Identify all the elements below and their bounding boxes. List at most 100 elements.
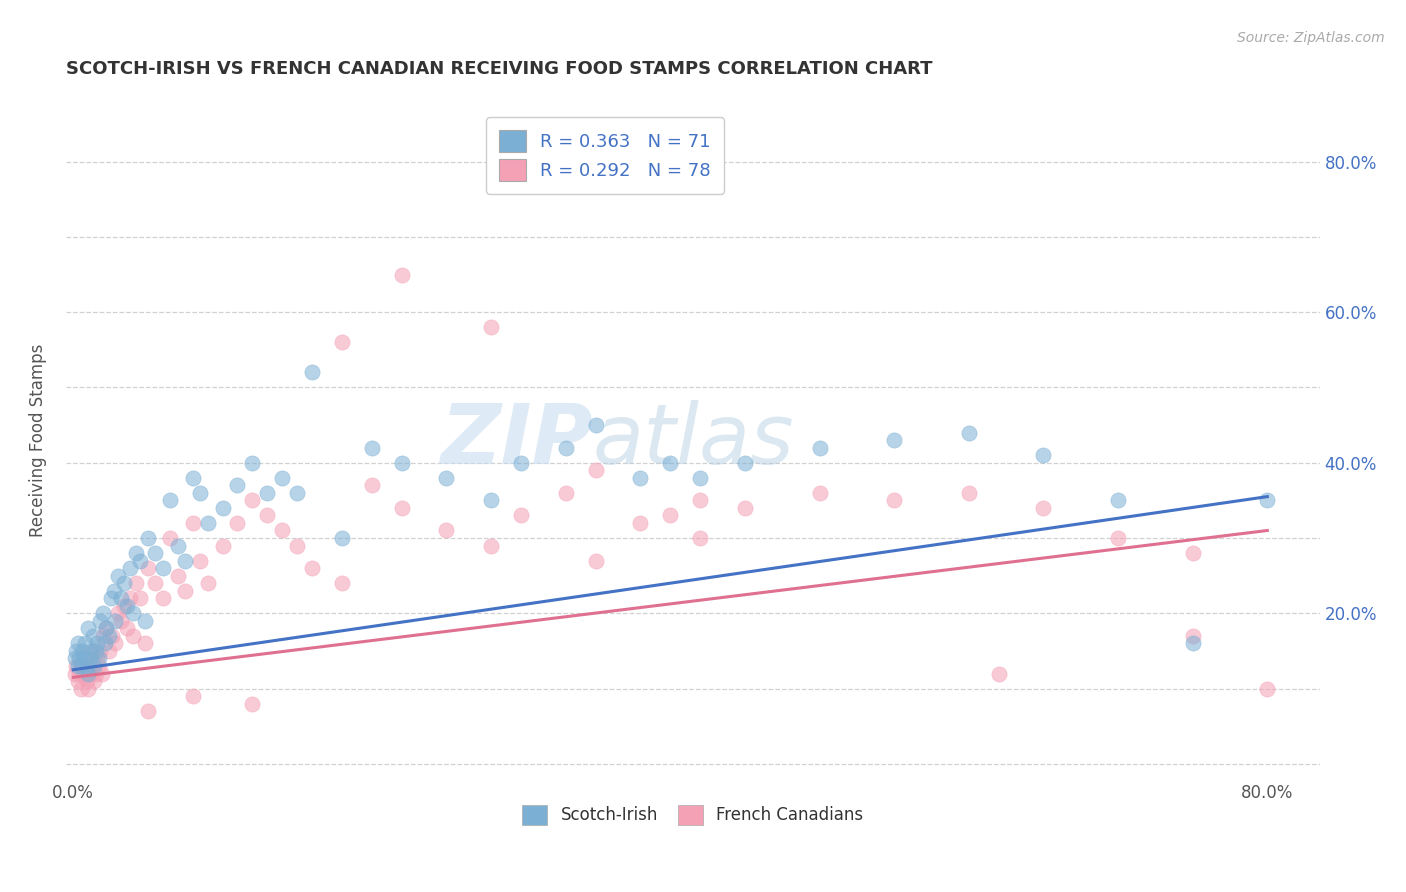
Point: [630, 471, 652, 485]
Point: [1107, 531, 1129, 545]
Point: [77, 621, 100, 635]
Point: [103, 583, 125, 598]
Point: [166, 568, 188, 582]
Point: [1181, 636, 1204, 650]
Point: [77, 666, 100, 681]
Y-axis label: Receiving Food Stamps: Receiving Food Stamps: [30, 343, 46, 537]
Point: [1181, 629, 1204, 643]
Point: [188, 486, 211, 500]
Point: [98, 644, 121, 658]
Text: atlas: atlas: [592, 400, 794, 481]
Point: [134, 636, 156, 650]
Point: [1107, 493, 1129, 508]
Point: [83, 674, 105, 689]
Point: [689, 531, 711, 545]
Point: [107, 607, 129, 621]
Point: [104, 636, 127, 650]
Point: [689, 471, 711, 485]
Point: [79, 651, 101, 665]
Point: [585, 418, 607, 433]
Point: [80, 644, 103, 658]
Point: [112, 576, 135, 591]
Point: [152, 591, 174, 606]
Point: [271, 471, 294, 485]
Point: [118, 591, 141, 606]
Point: [94, 621, 117, 635]
Point: [136, 531, 159, 545]
Point: [285, 486, 308, 500]
Point: [136, 704, 159, 718]
Point: [242, 456, 264, 470]
Point: [987, 666, 1010, 681]
Point: [188, 553, 211, 567]
Point: [957, 425, 980, 440]
Point: [256, 486, 278, 500]
Point: [70, 644, 93, 658]
Point: [554, 441, 576, 455]
Point: [585, 463, 607, 477]
Text: ZIP: ZIP: [440, 400, 592, 481]
Point: [65, 659, 87, 673]
Point: [808, 441, 831, 455]
Point: [197, 576, 219, 591]
Point: [69, 681, 91, 696]
Point: [67, 666, 90, 681]
Point: [1181, 546, 1204, 560]
Point: [84, 666, 107, 681]
Point: [77, 681, 100, 696]
Point: [63, 666, 86, 681]
Point: [122, 607, 145, 621]
Point: [510, 456, 533, 470]
Point: [301, 561, 323, 575]
Point: [134, 614, 156, 628]
Point: [89, 644, 111, 658]
Point: [87, 651, 110, 665]
Point: [115, 621, 138, 635]
Point: [63, 651, 86, 665]
Point: [129, 553, 152, 567]
Point: [125, 546, 148, 560]
Point: [91, 607, 114, 621]
Point: [66, 636, 89, 650]
Point: [87, 659, 110, 673]
Point: [79, 659, 101, 673]
Point: [84, 644, 107, 658]
Point: [659, 508, 682, 523]
Point: [159, 531, 181, 545]
Point: [73, 666, 96, 681]
Point: [256, 508, 278, 523]
Point: [66, 674, 89, 689]
Point: [554, 486, 576, 500]
Point: [166, 539, 188, 553]
Point: [181, 516, 204, 530]
Point: [104, 614, 127, 628]
Text: Source: ZipAtlas.com: Source: ZipAtlas.com: [1237, 31, 1385, 45]
Point: [145, 546, 167, 560]
Text: SCOTCH-IRISH VS FRENCH CANADIAN RECEIVING FOOD STAMPS CORRELATION CHART: SCOTCH-IRISH VS FRENCH CANADIAN RECEIVIN…: [66, 60, 932, 78]
Point: [197, 516, 219, 530]
Point: [659, 456, 682, 470]
Point: [152, 561, 174, 575]
Point: [301, 365, 323, 379]
Point: [118, 561, 141, 575]
Point: [107, 568, 129, 582]
Point: [82, 629, 104, 643]
Point: [330, 576, 353, 591]
Point: [112, 599, 135, 613]
Point: [136, 561, 159, 575]
Point: [69, 659, 91, 673]
Point: [957, 486, 980, 500]
Point: [115, 599, 138, 613]
Point: [76, 659, 98, 673]
Point: [75, 651, 97, 665]
Point: [883, 493, 905, 508]
Point: [479, 539, 502, 553]
Point: [80, 666, 103, 681]
Point: [73, 651, 96, 665]
Point: [391, 456, 413, 470]
Point: [76, 674, 98, 689]
Point: [66, 659, 89, 673]
Point: [226, 478, 249, 492]
Point: [242, 493, 264, 508]
Point: [211, 500, 233, 515]
